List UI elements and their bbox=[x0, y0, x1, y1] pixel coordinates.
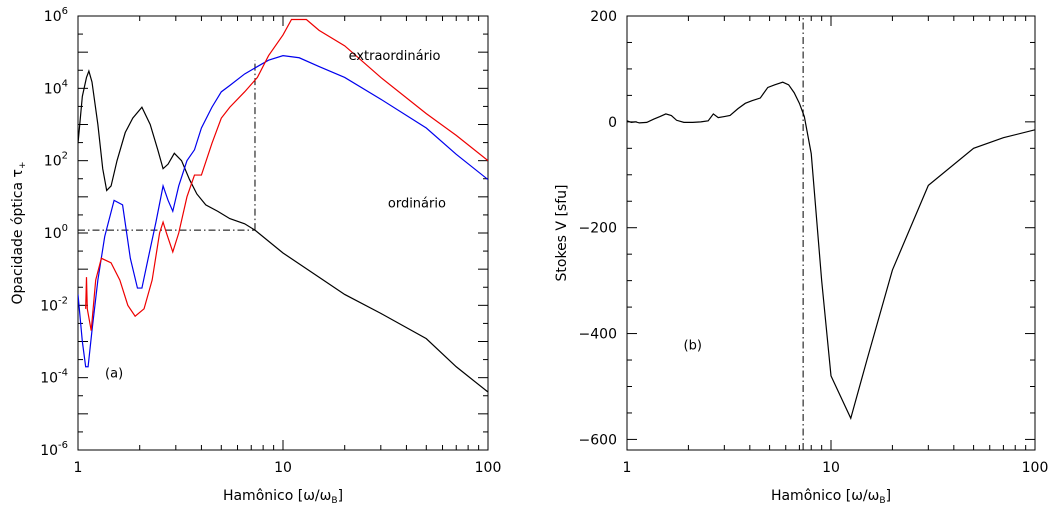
annotation: (a) bbox=[105, 367, 123, 382]
panel-a-opacity-chart: 1 10 100 10-6 10-4 10-2 100 102 104 106 Hamônico [… bbox=[10, 6, 501, 506]
y-tick-label: 200 bbox=[590, 9, 617, 25]
series-line-0 bbox=[78, 69, 488, 393]
y-axis-label: Stokes V [sfu] bbox=[554, 185, 570, 282]
y-tick-label: 102 bbox=[44, 151, 68, 170]
y-tick-label: 10-2 bbox=[40, 295, 68, 314]
y-axis-label: Opacidade óptica τ+ bbox=[10, 161, 28, 304]
y-tick-label: 0 bbox=[608, 115, 617, 131]
plot-frame bbox=[77, 15, 489, 451]
x-tick-label: 1 bbox=[74, 460, 83, 476]
x-tick-label: 10 bbox=[274, 460, 292, 476]
y-tick-label: 10-4 bbox=[40, 368, 68, 387]
y-tick-label: −600 bbox=[579, 432, 617, 448]
series-line-2 bbox=[85, 18, 488, 331]
x-tick-label: 100 bbox=[1022, 460, 1049, 476]
x-axis-label: Hamônico [ω/ωB] bbox=[771, 488, 891, 506]
y-tick-label: 10-6 bbox=[40, 440, 68, 459]
x-tick-label: 100 bbox=[475, 460, 502, 476]
plot-frame bbox=[626, 15, 1036, 451]
x-tick-label: 1 bbox=[623, 460, 632, 476]
x-axis-label: Hamônico [ω/ωB] bbox=[223, 488, 343, 506]
y-tick-label: 106 bbox=[44, 6, 68, 25]
panel-b-stokes-chart: 1 10 100 200 0 −200 −400 −600 Hamônico [ω/ωB] Sto… bbox=[554, 9, 1048, 506]
y-tick-label: −200 bbox=[579, 221, 617, 237]
y-tick-label: 100 bbox=[44, 223, 68, 242]
x-tick-label: 10 bbox=[822, 460, 840, 476]
annotation: extraordinário bbox=[349, 49, 441, 64]
series-line-1 bbox=[78, 55, 488, 368]
annotation: (b) bbox=[684, 338, 702, 353]
series-line-0 bbox=[627, 81, 1035, 420]
y-tick-label: 104 bbox=[44, 78, 68, 97]
y-tick-label: −400 bbox=[579, 327, 617, 343]
annotation: ordinário bbox=[388, 197, 446, 212]
